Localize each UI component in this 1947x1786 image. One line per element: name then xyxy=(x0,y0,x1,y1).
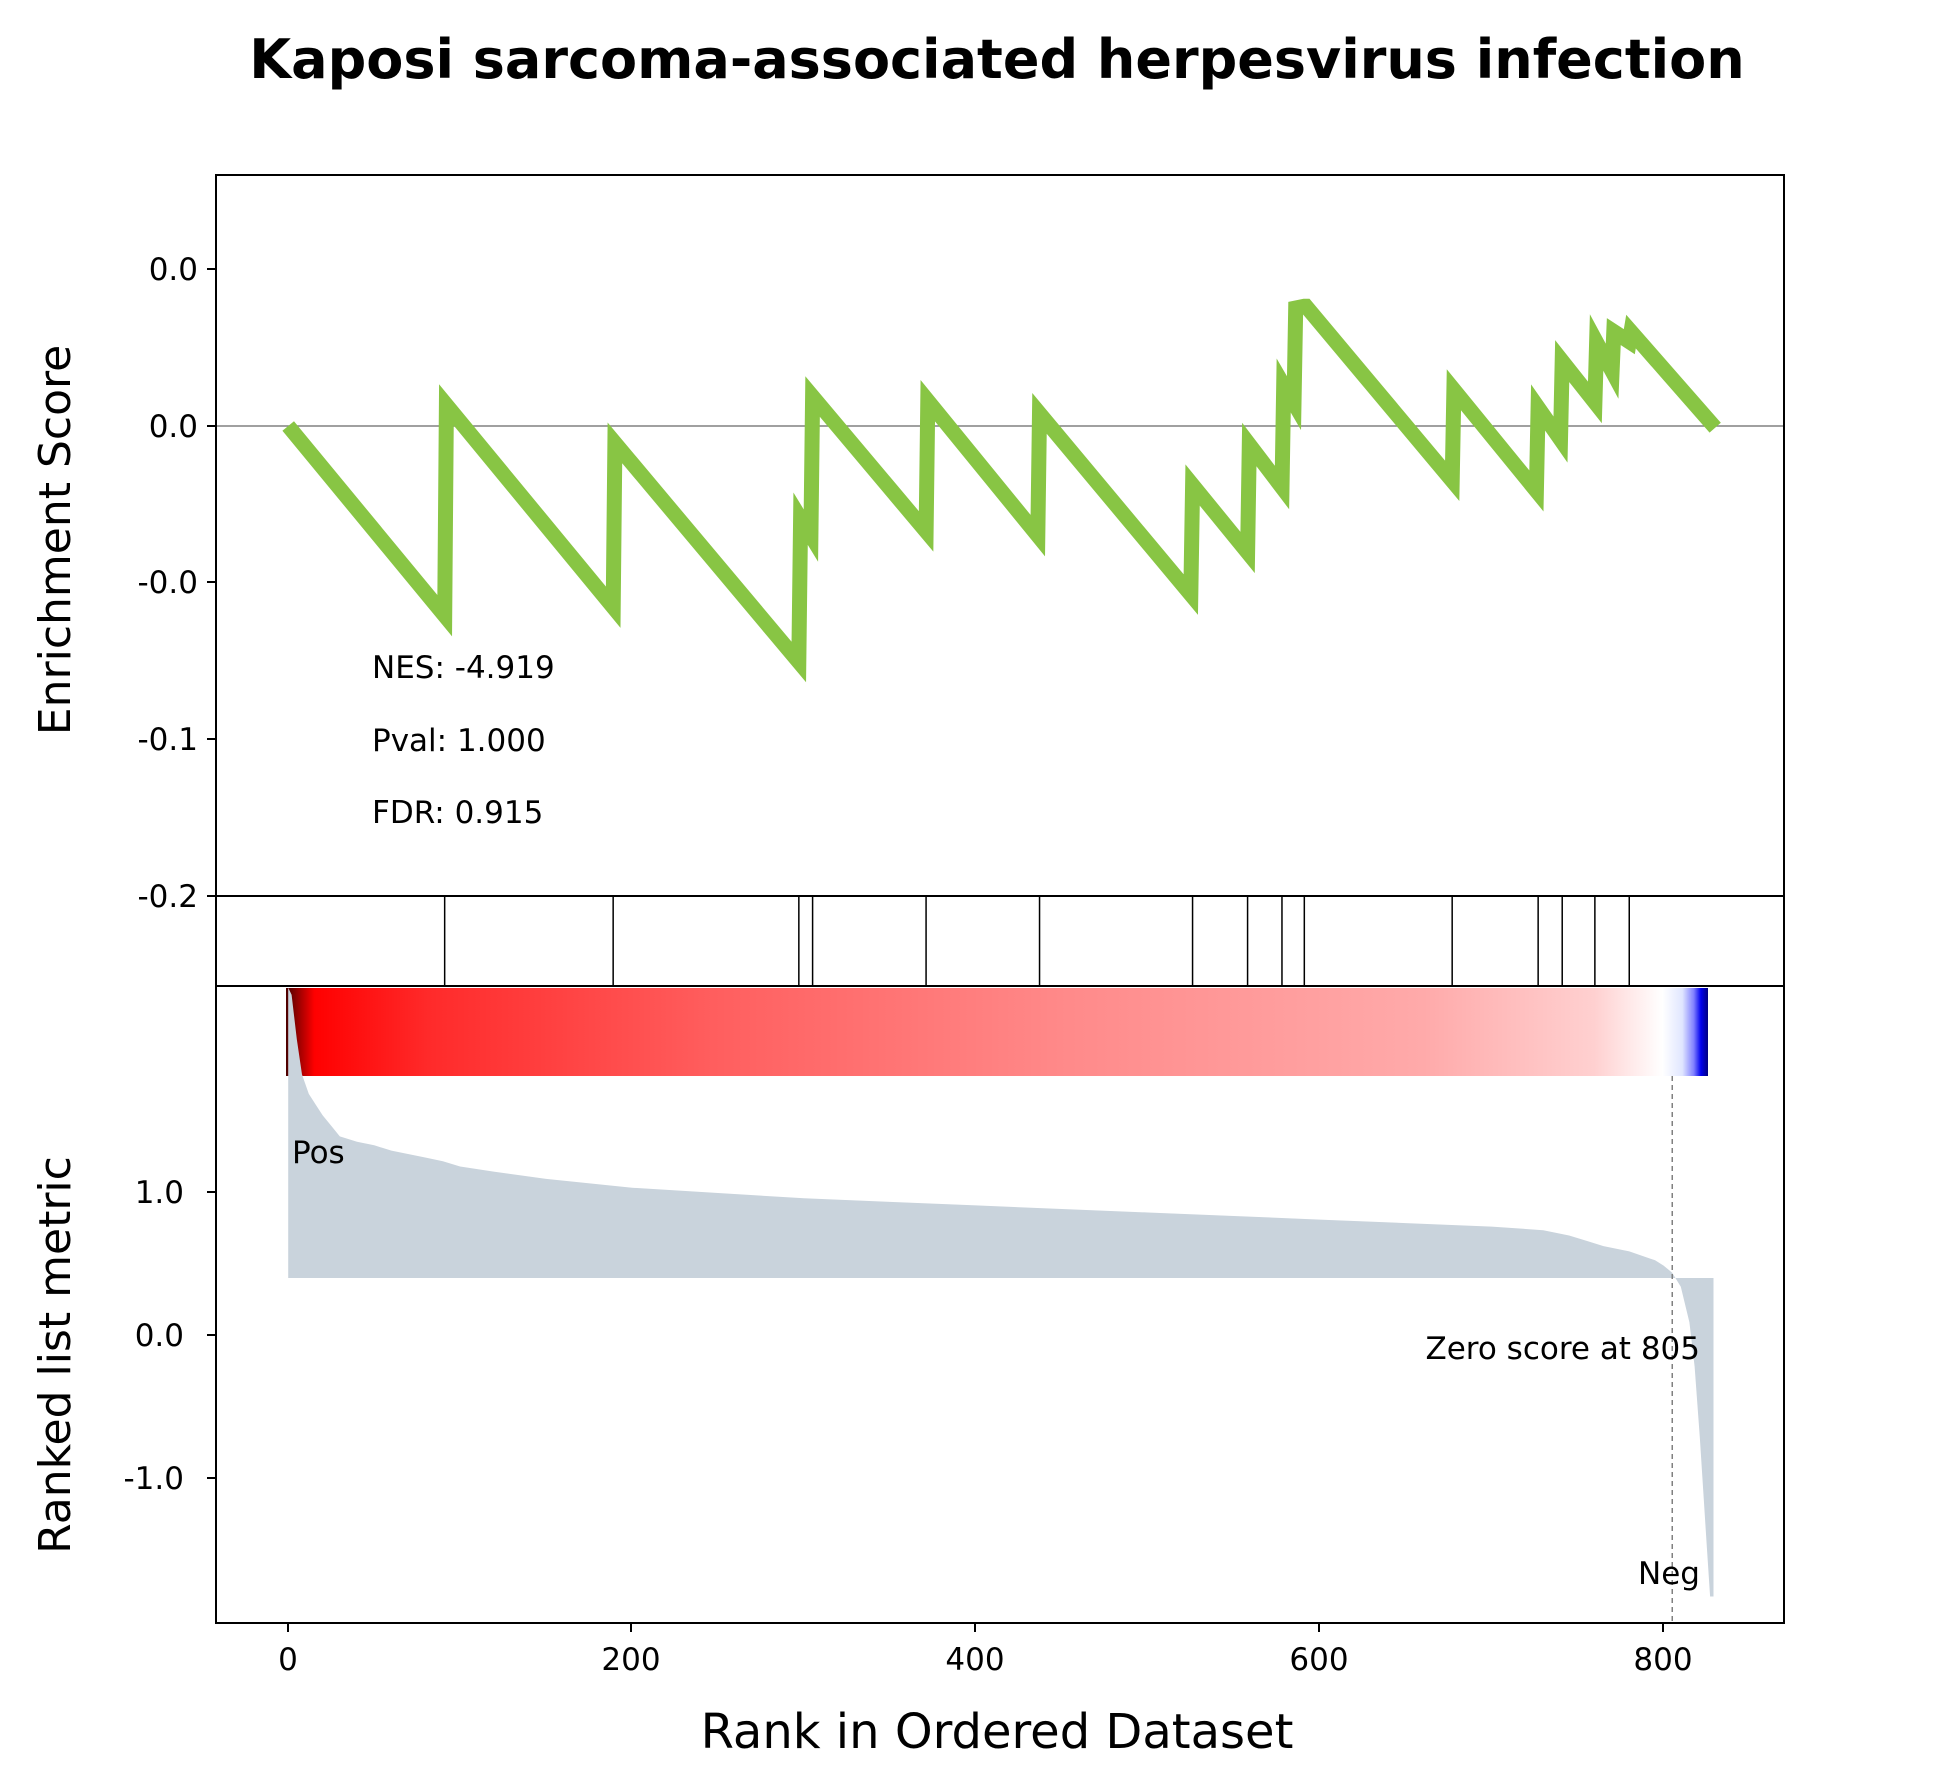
metric-panel-frame xyxy=(215,985,1785,1624)
enrichment-score-line xyxy=(282,298,1721,683)
metric-y-axis-label: Ranked list metric xyxy=(30,1156,81,1554)
metric-y-tick-label: 1.0 xyxy=(135,1175,184,1211)
nes-annotation: NES: -4.919 xyxy=(372,650,555,686)
zero-score-label: Zero score at 805 xyxy=(1425,1331,1700,1367)
metric-y-tick-labels: 1.0 0.0 -1.0 xyxy=(124,1175,185,1497)
es-y-tick-labels: 0.0 0.0 -0.0 -0.1 -0.2 xyxy=(138,252,199,915)
es-y-tick-label: -0.1 xyxy=(138,722,199,758)
es-y-axis-label: Enrichment Score xyxy=(30,345,81,735)
x-axis-label: Rank in Ordered Dataset xyxy=(701,1704,1294,1760)
rank-color-bar xyxy=(286,988,1708,1076)
chart-title: Kaposi sarcoma-associated herpesvirus in… xyxy=(249,28,1744,91)
x-tick-label: 200 xyxy=(601,1642,660,1678)
x-tick-labels: 0 200 400 600 800 xyxy=(278,1642,1692,1678)
es-y-tick-label: 0.0 xyxy=(149,409,198,445)
x-tick-label: 800 xyxy=(1633,1642,1692,1678)
metric-y-tick-label: 0.0 xyxy=(135,1318,184,1354)
ranked-metric-area xyxy=(288,987,1714,1597)
es-y-tick-label: -0.2 xyxy=(138,879,199,915)
hit-panel-frame xyxy=(215,895,1785,987)
pval-annotation: Pval: 1.000 xyxy=(372,723,546,759)
es-y-ticks xyxy=(207,268,216,897)
x-tick-label: 400 xyxy=(945,1642,1004,1678)
hit-lines xyxy=(443,896,1631,986)
neg-label: Neg xyxy=(1638,1556,1700,1592)
x-tick-label: 0 xyxy=(278,1642,298,1678)
es-y-tick-label: 0.0 xyxy=(149,252,198,288)
x-ticks xyxy=(287,1623,1664,1632)
metric-y-ticks xyxy=(207,1191,216,1479)
x-tick-label: 600 xyxy=(1289,1642,1348,1678)
es-y-tick-label: -0.0 xyxy=(138,565,199,601)
metric-y-tick-label: -1.0 xyxy=(124,1461,185,1497)
fdr-annotation: FDR: 0.915 xyxy=(372,795,543,831)
pos-label: Pos xyxy=(292,1135,345,1171)
